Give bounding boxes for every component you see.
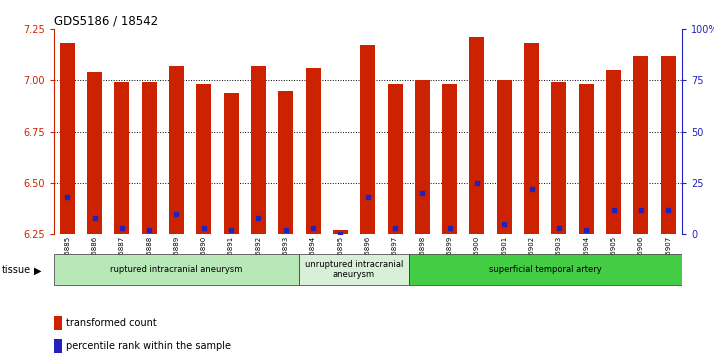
Bar [251, 66, 266, 234]
Bar [54, 339, 62, 353]
Bar [388, 85, 403, 234]
Bar [360, 45, 376, 234]
Text: transformed count: transformed count [66, 318, 157, 328]
Bar [442, 85, 457, 234]
Bar [278, 90, 293, 234]
Bar [87, 72, 102, 234]
Bar [141, 82, 156, 234]
Bar [470, 37, 485, 234]
Text: superficial temporal artery: superficial temporal artery [489, 265, 602, 274]
Bar [660, 56, 675, 234]
Bar [60, 44, 75, 234]
Bar [223, 93, 238, 234]
Bar [606, 70, 621, 234]
Text: GDS5186 / 18542: GDS5186 / 18542 [54, 15, 158, 28]
Text: ruptured intracranial aneurysm: ruptured intracranial aneurysm [110, 265, 243, 274]
Text: unruptured intracranial
aneurysm: unruptured intracranial aneurysm [305, 260, 403, 279]
Bar [306, 68, 321, 234]
Text: ▶: ▶ [34, 265, 42, 276]
Bar [551, 82, 566, 234]
Bar [633, 56, 648, 234]
Bar [415, 80, 430, 234]
Bar [333, 230, 348, 234]
Bar [579, 85, 594, 234]
Bar [497, 80, 512, 234]
Bar [54, 254, 299, 285]
Bar [196, 85, 211, 234]
Text: tissue: tissue [2, 265, 31, 276]
Bar [299, 254, 408, 285]
Bar [54, 316, 62, 330]
Bar [169, 66, 184, 234]
Text: percentile rank within the sample: percentile rank within the sample [66, 341, 231, 351]
Bar [524, 44, 539, 234]
Bar [408, 254, 682, 285]
Bar [114, 82, 129, 234]
